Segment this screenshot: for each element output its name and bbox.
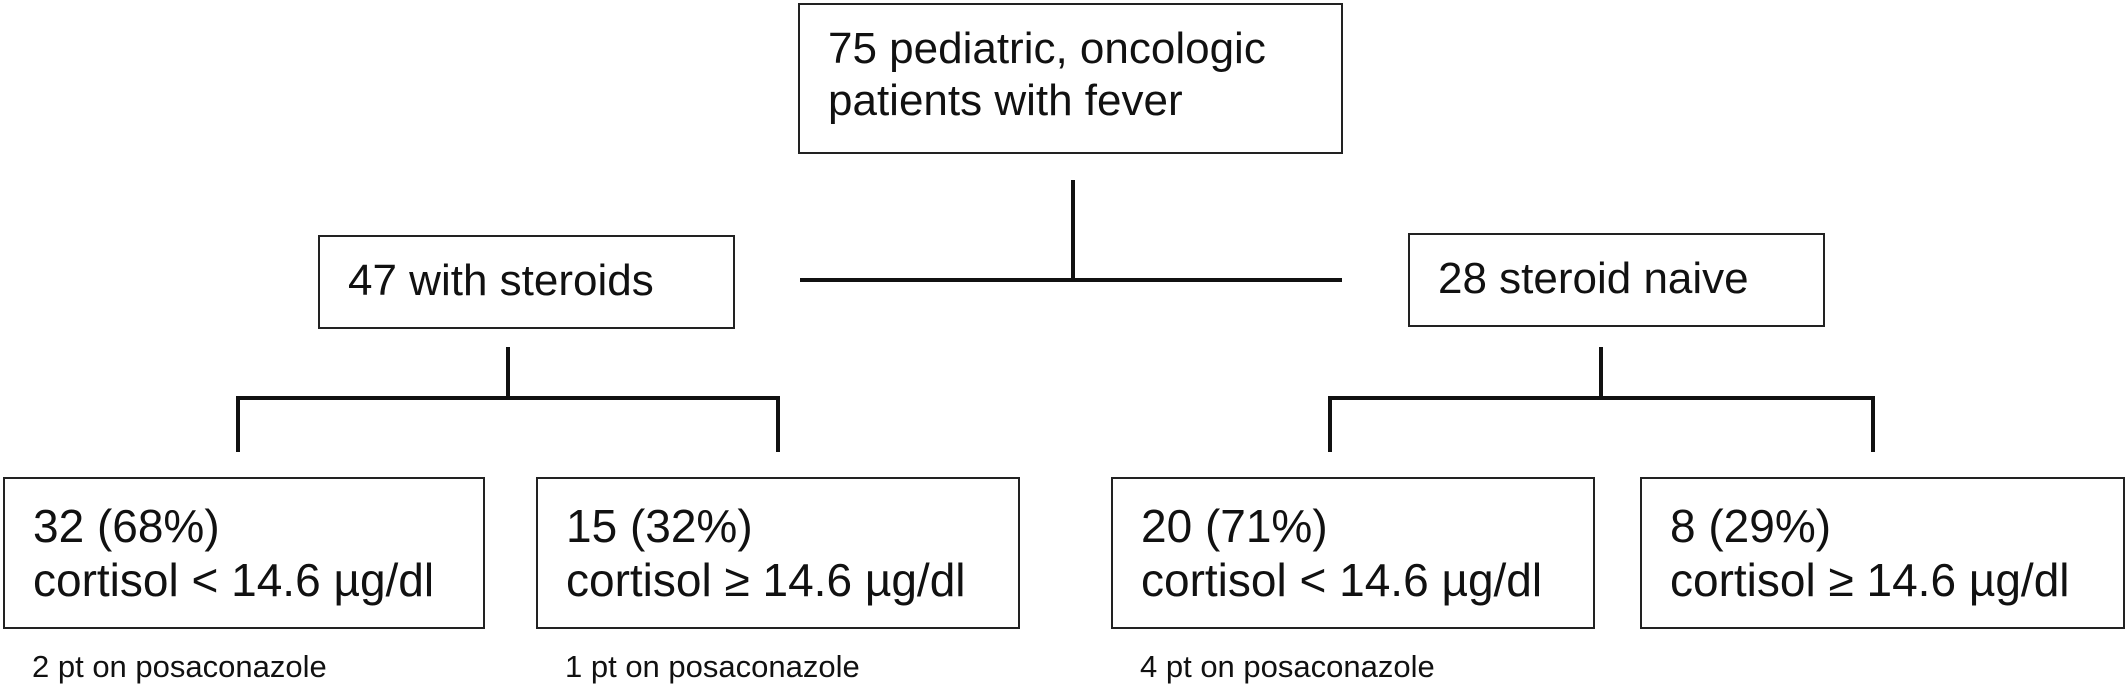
- leaf-text: 8 (29%) cortisol ≥ 14.6 µg/dl: [1670, 499, 2070, 608]
- leaf-count: 32 (68%): [33, 500, 220, 552]
- leaf-note: 1 pt on posaconazole: [565, 649, 860, 684]
- leaf-box: 20 (71%) cortisol < 14.6 µg/dl: [1111, 477, 1595, 629]
- group-label: 28 steroid naive: [1438, 254, 1749, 303]
- leaf-criterion: cortisol < 14.6 µg/dl: [33, 554, 435, 607]
- root-label: 75 pediatric, oncologic patients with fe…: [828, 24, 1266, 125]
- leaf-text: 20 (71%) cortisol < 14.6 µg/dl: [1141, 499, 1542, 608]
- group-box-steroid-naive: 28 steroid naive: [1408, 233, 1825, 327]
- group-label: 47 with steroids: [348, 256, 654, 305]
- root-box: 75 pediatric, oncologic patients with fe…: [798, 3, 1343, 154]
- leaf-note: 4 pt on posaconazole: [1140, 649, 1435, 684]
- leaf-box: 15 (32%) cortisol ≥ 14.6 µg/dl: [536, 477, 1020, 629]
- leaf-box: 32 (68%) cortisol < 14.6 µg/dl: [3, 477, 485, 629]
- leaf-count: 20 (71%): [1141, 500, 1328, 552]
- leaf-criterion: cortisol ≥ 14.6 µg/dl: [566, 554, 966, 607]
- group-box-with-steroids: 47 with steroids: [318, 235, 735, 329]
- leaf-count: 8 (29%): [1670, 500, 1832, 552]
- leaf-text: 15 (32%) cortisol ≥ 14.6 µg/dl: [566, 499, 966, 608]
- leaf-count: 15 (32%): [566, 500, 753, 552]
- leaf-box: 8 (29%) cortisol ≥ 14.6 µg/dl: [1640, 477, 2125, 629]
- leaf-note: 2 pt on posaconazole: [32, 649, 327, 684]
- leaf-criterion: cortisol ≥ 14.6 µg/dl: [1670, 554, 2070, 607]
- leaf-text: 32 (68%) cortisol < 14.6 µg/dl: [33, 499, 434, 608]
- leaf-criterion: cortisol < 14.6 µg/dl: [1141, 554, 1543, 607]
